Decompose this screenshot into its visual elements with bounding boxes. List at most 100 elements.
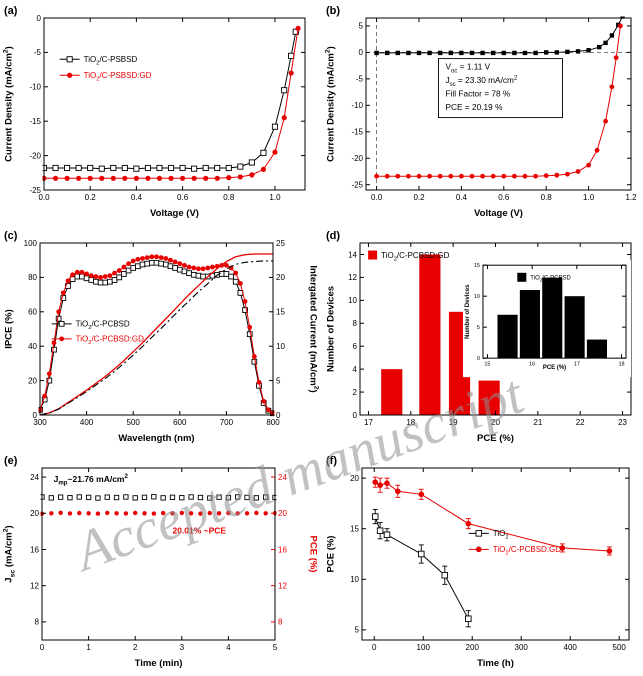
pd-panel-tag: (d)	[326, 230, 340, 242]
svg-text:0: 0	[353, 411, 358, 420]
svg-text:5: 5	[276, 376, 281, 385]
svg-text:1.2: 1.2	[625, 193, 637, 202]
pc-legend-label: TiO2/C-PCBSD:GD	[76, 335, 144, 347]
pa-y-axis-label: Current Density (mA/cm2)	[3, 46, 15, 162]
svg-text:10: 10	[276, 342, 285, 351]
svg-text:1.0: 1.0	[269, 193, 281, 202]
svg-text:19: 19	[449, 418, 458, 427]
svg-text:-10: -10	[29, 83, 41, 92]
svg-text:0.0: 0.0	[371, 193, 383, 202]
svg-text:8: 8	[278, 618, 283, 627]
pa-x-axis-label: Voltage (V)	[150, 208, 199, 219]
svg-text:5: 5	[477, 325, 480, 331]
pdi-legend-label: TiO2/C-PCBSD	[530, 275, 571, 282]
svg-text:0.4: 0.4	[131, 193, 143, 202]
svg-text:16: 16	[529, 362, 535, 368]
pe-y-axis-label: Jsc (mA/cm2)	[3, 525, 17, 582]
svg-text:0: 0	[276, 411, 281, 420]
svg-text:17: 17	[364, 418, 373, 427]
svg-text:15: 15	[276, 308, 285, 317]
pb-annotation-0: Voc = 1.11 V	[446, 62, 491, 75]
pe-x-axis-label: Time (min)	[135, 658, 183, 669]
svg-text:2: 2	[133, 643, 138, 652]
pa-legend-label: TiO2/C-PSBSD:GD	[84, 71, 152, 83]
pc-y2-axis-label: Intergated Current (mA/cm2)	[308, 265, 320, 392]
svg-text:22: 22	[576, 418, 585, 427]
pf-legend-label: TiO2/C-PCBSD:GD	[493, 545, 561, 557]
svg-text:14: 14	[348, 250, 357, 259]
svg-text:16: 16	[278, 545, 287, 554]
svg-text:8: 8	[353, 319, 358, 328]
svg-text:80: 80	[28, 273, 37, 282]
svg-text:100: 100	[417, 643, 431, 652]
svg-text:0: 0	[359, 48, 364, 57]
pa-panel-tag: (a)	[4, 5, 18, 17]
panel-d: 17 18 19 20 21 22 23 0 2 4 6 8 10 12 14 PCE (%) Number o…	[326, 230, 632, 444]
svg-text:-25: -25	[29, 186, 41, 195]
pd-legend-label: TiO2/C-PCBSD:GD	[381, 251, 449, 263]
pdi-y-axis-label: Number of Devices	[465, 284, 471, 339]
svg-text:0.0: 0.0	[38, 193, 50, 202]
svg-text:-15: -15	[351, 128, 363, 137]
svg-text:200: 200	[466, 643, 480, 652]
svg-text:25: 25	[276, 239, 285, 248]
svg-text:15: 15	[350, 525, 359, 534]
pc-legend-label: TiO2/C-PCBSD	[76, 320, 130, 332]
svg-text:20: 20	[276, 273, 285, 282]
svg-text:5: 5	[359, 22, 364, 31]
svg-text:300: 300	[515, 643, 529, 652]
panel-f: 0 100 200 300 400 500 5 10 15 20 Time (h) PCE (%) Ti…	[326, 455, 630, 669]
svg-text:0: 0	[33, 411, 38, 420]
pa-legend-label: TiO2/C-PSBSD	[84, 55, 138, 67]
svg-text:20: 20	[30, 509, 39, 518]
svg-text:-25: -25	[351, 181, 363, 190]
svg-text:1: 1	[86, 643, 91, 652]
svg-text:12: 12	[348, 273, 357, 282]
svg-text:0: 0	[40, 643, 45, 652]
pb-annotation-0: Jsc = 23.30 mA/cm2	[446, 75, 518, 88]
svg-text:0.6: 0.6	[177, 193, 189, 202]
svg-text:24: 24	[278, 473, 287, 482]
svg-text:24: 24	[30, 473, 39, 482]
svg-text:700: 700	[220, 418, 234, 427]
svg-text:-15: -15	[29, 117, 41, 126]
svg-text:-20: -20	[29, 151, 41, 160]
svg-text:8: 8	[35, 618, 40, 627]
svg-text:12: 12	[30, 581, 39, 590]
svg-text:400: 400	[564, 643, 578, 652]
panel-b: 0.0 0.2 0.4 0.6 0.8 1.0 1.2 -25 -20 -15 -10 -5 0 5 Vol…	[325, 5, 638, 219]
svg-text:0.2: 0.2	[413, 193, 425, 202]
pc-panel-tag: (c)	[4, 230, 18, 242]
panel-c: 300 400 500 600 700 8000204060801000510152025…	[4, 230, 320, 444]
pe-annotation-1: 20.01% ~PCE	[172, 525, 226, 535]
pe-annotation-0: Jmp~21.76 mA/cm2	[54, 473, 129, 486]
svg-text:0: 0	[372, 643, 377, 652]
pb-panel-tag: (b)	[326, 5, 340, 17]
svg-text:400: 400	[80, 418, 94, 427]
svg-text:0.2: 0.2	[85, 193, 97, 202]
pf-legend-label: TiO2	[493, 529, 509, 541]
svg-text:15: 15	[474, 263, 480, 269]
svg-text:17: 17	[574, 362, 580, 368]
svg-text:21: 21	[533, 418, 542, 427]
svg-text:100: 100	[24, 239, 38, 248]
pb-y-axis-label: Current Density (mA/cm2)	[325, 46, 337, 162]
svg-text:20: 20	[278, 509, 287, 518]
pc-y-axis-label: IPCE (%)	[4, 309, 15, 349]
svg-text:16: 16	[30, 545, 39, 554]
svg-text:60: 60	[28, 308, 37, 317]
svg-text:10: 10	[474, 294, 480, 300]
svg-text:800: 800	[266, 418, 280, 427]
pc-x-axis-label: Wavelength (nm)	[118, 433, 194, 444]
pf-y-axis-label: PCE (%)	[326, 536, 337, 573]
pb-annotation-0: PCE = 20.19 %	[446, 102, 504, 112]
panel-a: 0.0 0.2 0.4 0.6 0.8 1.0 -25 -20 -15 -10 -5 0 Voltage…	[3, 5, 306, 219]
svg-text:-20: -20	[351, 154, 363, 163]
svg-text:0: 0	[477, 356, 480, 362]
svg-text:-10: -10	[351, 101, 363, 110]
svg-text:600: 600	[173, 418, 187, 427]
svg-text:18: 18	[618, 362, 624, 368]
svg-text:4: 4	[353, 365, 358, 374]
